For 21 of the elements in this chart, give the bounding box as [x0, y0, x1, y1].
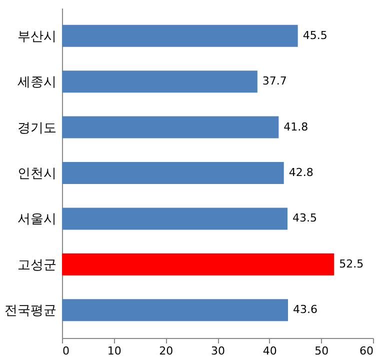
x-tick-label: 60 [360, 344, 374, 358]
y-tick-label: 고성군 [18, 258, 56, 273]
x-tick-label: 30 [211, 344, 225, 358]
data-label: 45.5 [302, 28, 328, 42]
x-tick-label: 40 [262, 344, 277, 358]
y-tick-label: 세종시 [18, 75, 56, 90]
x-tick-label: 0 [62, 344, 70, 358]
data-label: 41.8 [284, 120, 308, 134]
y-tick-label: 서울시 [18, 212, 56, 228]
data-label: 42.8 [288, 166, 314, 179]
x-tick-label: 10 [107, 344, 122, 358]
data-label: 43.5 [292, 212, 317, 225]
data-label: 43.6 [292, 303, 318, 316]
x-tick-label: 20 [159, 344, 174, 358]
x-tick-label: 50 [314, 344, 329, 358]
y-tick-label: 부산시 [18, 29, 56, 44]
data-label: 37.7 [262, 74, 287, 88]
data-label: 52.5 [339, 257, 364, 270]
y-tick-label: 경기도 [18, 120, 56, 136]
y-tick-label: 전국평균 [4, 304, 56, 319]
y-tick-label: 인천시 [18, 166, 56, 182]
